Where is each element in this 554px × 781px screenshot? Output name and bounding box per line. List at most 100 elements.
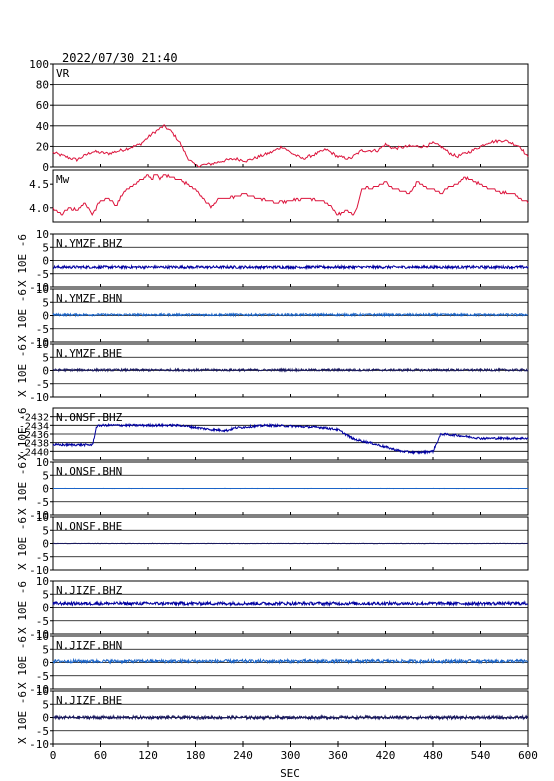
panel-n-onsf-bhz: -2432-2434-2436-2438-2440 N.ONSF.BHZ X 10E… xyxy=(16,407,529,461)
x-tick-label: 600 xyxy=(518,749,538,762)
x-tick-label: 240 xyxy=(233,749,253,762)
panel-frame xyxy=(52,63,529,168)
y-tick-label: 10 xyxy=(36,511,49,524)
panel-label: N.ONSF.BHE xyxy=(56,520,122,533)
panel-mw: 4.5 4.0 Mw xyxy=(29,169,529,223)
y-tick-label: 0 xyxy=(42,310,49,323)
panels: 100806040200VR4.54.0Mw1050-5-10N.YMZF.BH… xyxy=(16,58,529,751)
units-label: X 10E -6 xyxy=(16,462,29,515)
y-tick-label: 0 xyxy=(42,538,49,551)
y-tick-label: 4.5 xyxy=(29,178,49,191)
y-tick-label: -10 xyxy=(29,628,49,641)
trace-line xyxy=(52,367,529,373)
y-tick-label: -10 xyxy=(29,281,49,294)
y-tick-label: -10 xyxy=(29,509,49,522)
units-label: X 10E -6 xyxy=(16,408,29,461)
x-tick-label: 300 xyxy=(281,749,301,762)
units-label: X 10E -6 xyxy=(16,289,29,342)
y-tick-label: -5 xyxy=(36,323,49,336)
y-tick-label: 10 xyxy=(36,228,49,241)
y-tick-label: -5 xyxy=(36,496,49,509)
trace-line xyxy=(52,657,529,665)
y-tick-label: -10 xyxy=(29,391,49,404)
units-label: X 10E -6 xyxy=(16,344,29,397)
y-tick-label: 0 xyxy=(42,602,49,615)
y-tick-label: 0 xyxy=(42,657,49,670)
panel-label: N.YMZF.BHZ xyxy=(56,237,123,250)
x-tick-label: 180 xyxy=(186,749,206,762)
y-tick-label: 80 xyxy=(36,79,49,92)
y-tick-label: -2438 xyxy=(19,439,49,450)
y-tick-label: 4.0 xyxy=(29,202,49,215)
y-tick-label: 10 xyxy=(36,283,49,296)
y-tick-label: -2434 xyxy=(19,421,49,432)
y-tick-label: 0 xyxy=(42,712,49,725)
y-tick-label: -2440 xyxy=(19,447,49,458)
panel-label: N.JIZF.BHN xyxy=(56,639,122,652)
panel-label: N.ONSF.BHZ xyxy=(56,411,123,424)
panel-label: Mw xyxy=(56,173,70,186)
y-tick-label: 10 xyxy=(36,338,49,351)
units-label: X 10E -6 xyxy=(16,581,29,634)
x-tick-label: 360 xyxy=(328,749,348,762)
y-tick-label: -10 xyxy=(29,564,49,577)
y-tick-label: -5 xyxy=(36,378,49,391)
y-tick-label: 40 xyxy=(36,120,49,133)
y-tick-label: 10 xyxy=(36,630,49,643)
x-tick-label: 0 xyxy=(50,749,57,762)
x-tick-label: 60 xyxy=(94,749,107,762)
trace-line xyxy=(52,311,529,318)
y-tick-label: 0 xyxy=(42,255,49,268)
timestamp: 2022/07/30 21:40 xyxy=(62,51,178,65)
x-tick-label: 120 xyxy=(138,749,158,762)
y-tick-label: 0 xyxy=(42,483,49,496)
units-label: X 10E -6 xyxy=(16,517,29,570)
panel-label: N.ONSF.BHN xyxy=(56,465,122,478)
y-tick-label: 5 xyxy=(42,588,49,601)
x-axis: 0 60 120 180 240 300 360 420 480 540 600 xyxy=(50,744,538,762)
y-tick-label: 5 xyxy=(42,643,49,656)
y-tick-label: -5 xyxy=(36,670,49,683)
y-tick-label: 20 xyxy=(36,140,49,153)
y-tick-label: -10 xyxy=(29,683,49,696)
units-label: X 10E -6 xyxy=(16,691,29,744)
trace-line xyxy=(52,173,529,217)
y-tick-label: 5 xyxy=(42,524,49,537)
trace-line xyxy=(52,714,529,721)
y-tick-label: -2432 xyxy=(19,413,49,424)
y-tick-label: -10 xyxy=(29,336,49,349)
units-label: X 10E -6 xyxy=(16,234,29,287)
trace-line xyxy=(52,600,529,608)
y-tick-label: 5 xyxy=(42,698,49,711)
panel-label: N.YMZF.BHN xyxy=(56,292,122,305)
x-tick-label: 540 xyxy=(471,749,491,762)
x-axis-label: SEC xyxy=(280,767,300,780)
panel-vr: 100 80 60 40 20 0 VR xyxy=(29,58,529,174)
y-tick-label: 100 xyxy=(29,58,49,71)
y-tick-label: 10 xyxy=(36,575,49,588)
y-tick-label: -5 xyxy=(36,268,49,281)
y-tick-label: 10 xyxy=(36,456,49,469)
y-tick-label: 5 xyxy=(42,351,49,364)
y-tick-label: 10 xyxy=(36,685,49,698)
panel-label: N.JIZF.BHE xyxy=(56,694,122,707)
y-tick-label: 5 xyxy=(42,296,49,309)
panel-label: N.JIZF.BHZ xyxy=(56,584,123,597)
trace-line xyxy=(52,263,529,271)
y-tick-label: 60 xyxy=(36,99,49,112)
x-tick-label: 480 xyxy=(423,749,443,762)
panel-frame xyxy=(52,169,529,223)
y-tick-label: -10 xyxy=(29,738,49,751)
y-tick-label: 5 xyxy=(42,241,49,254)
trace-line xyxy=(52,422,529,456)
trace-line xyxy=(52,124,529,168)
y-tick-label: -2436 xyxy=(19,430,49,441)
y-tick-label: 0 xyxy=(42,161,49,174)
